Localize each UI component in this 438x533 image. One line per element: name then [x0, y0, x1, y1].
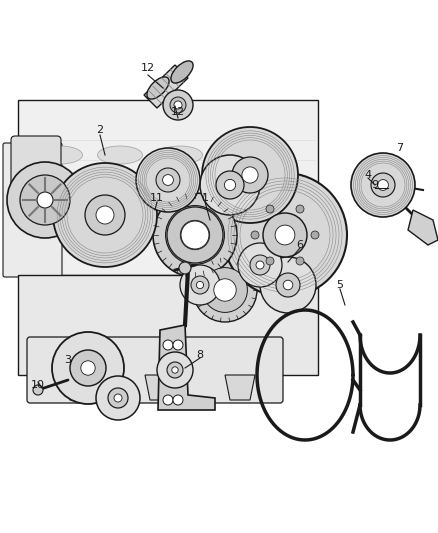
Text: 12: 12: [171, 107, 185, 117]
Text: 3: 3: [64, 355, 71, 365]
Circle shape: [157, 352, 193, 388]
Circle shape: [371, 173, 395, 197]
Circle shape: [20, 175, 70, 225]
Circle shape: [214, 279, 236, 301]
Circle shape: [114, 394, 122, 402]
Circle shape: [174, 101, 182, 109]
Circle shape: [7, 162, 83, 238]
Text: 8: 8: [196, 350, 204, 360]
Circle shape: [70, 350, 106, 386]
Circle shape: [136, 148, 200, 212]
Bar: [18, 100, 318, 275]
Circle shape: [378, 180, 389, 190]
Text: 10: 10: [31, 380, 45, 390]
Text: 6: 6: [297, 240, 304, 250]
Text: 7: 7: [396, 143, 403, 153]
Circle shape: [108, 388, 128, 408]
Circle shape: [163, 395, 173, 405]
Polygon shape: [144, 65, 188, 108]
Circle shape: [296, 257, 304, 265]
Circle shape: [216, 171, 244, 199]
Circle shape: [238, 243, 282, 287]
Circle shape: [296, 205, 304, 213]
Ellipse shape: [218, 146, 262, 164]
Polygon shape: [225, 375, 255, 400]
Text: 1: 1: [201, 193, 208, 203]
Ellipse shape: [158, 146, 202, 164]
FancyBboxPatch shape: [3, 143, 62, 277]
Circle shape: [275, 225, 295, 245]
Text: 4: 4: [364, 170, 371, 180]
Circle shape: [242, 167, 258, 183]
Circle shape: [202, 127, 298, 223]
Circle shape: [311, 231, 319, 239]
Circle shape: [224, 180, 236, 191]
Circle shape: [96, 206, 114, 224]
Circle shape: [263, 213, 307, 257]
Circle shape: [53, 163, 157, 267]
Circle shape: [37, 192, 53, 208]
Ellipse shape: [171, 61, 193, 83]
Circle shape: [200, 155, 260, 215]
Circle shape: [179, 262, 191, 274]
Circle shape: [85, 195, 125, 235]
Ellipse shape: [98, 146, 142, 164]
Bar: [18, 275, 318, 375]
FancyBboxPatch shape: [27, 337, 283, 403]
Text: 5: 5: [336, 280, 343, 290]
Circle shape: [162, 175, 173, 185]
Circle shape: [283, 280, 293, 290]
Polygon shape: [65, 375, 95, 400]
Text: 2: 2: [96, 125, 103, 135]
Circle shape: [251, 231, 259, 239]
Circle shape: [181, 221, 209, 249]
Circle shape: [180, 220, 210, 249]
Circle shape: [223, 173, 347, 297]
Ellipse shape: [38, 146, 82, 164]
Circle shape: [170, 97, 186, 113]
Circle shape: [172, 367, 178, 373]
Circle shape: [173, 395, 183, 405]
FancyBboxPatch shape: [11, 136, 61, 194]
Circle shape: [256, 261, 264, 269]
Circle shape: [166, 206, 224, 264]
Circle shape: [167, 207, 223, 263]
Circle shape: [266, 205, 274, 213]
Circle shape: [193, 258, 257, 322]
Polygon shape: [145, 375, 175, 400]
Circle shape: [276, 273, 300, 297]
Circle shape: [260, 257, 316, 313]
Polygon shape: [158, 325, 215, 410]
Circle shape: [266, 257, 274, 265]
Circle shape: [163, 340, 173, 350]
Circle shape: [153, 193, 237, 277]
Circle shape: [96, 376, 140, 420]
Circle shape: [203, 268, 247, 312]
Circle shape: [163, 90, 193, 120]
Circle shape: [156, 168, 180, 192]
Circle shape: [250, 255, 270, 275]
Circle shape: [167, 362, 183, 378]
Text: 12: 12: [141, 63, 155, 73]
Circle shape: [191, 276, 209, 294]
Circle shape: [173, 340, 183, 350]
Circle shape: [196, 281, 204, 288]
Circle shape: [351, 153, 415, 217]
Polygon shape: [408, 210, 438, 245]
Circle shape: [81, 361, 95, 375]
Circle shape: [52, 332, 124, 404]
Circle shape: [180, 265, 220, 305]
Circle shape: [232, 157, 268, 193]
Ellipse shape: [147, 77, 169, 99]
Text: 9: 9: [371, 180, 378, 190]
Circle shape: [33, 385, 43, 395]
Text: 11: 11: [150, 193, 164, 203]
